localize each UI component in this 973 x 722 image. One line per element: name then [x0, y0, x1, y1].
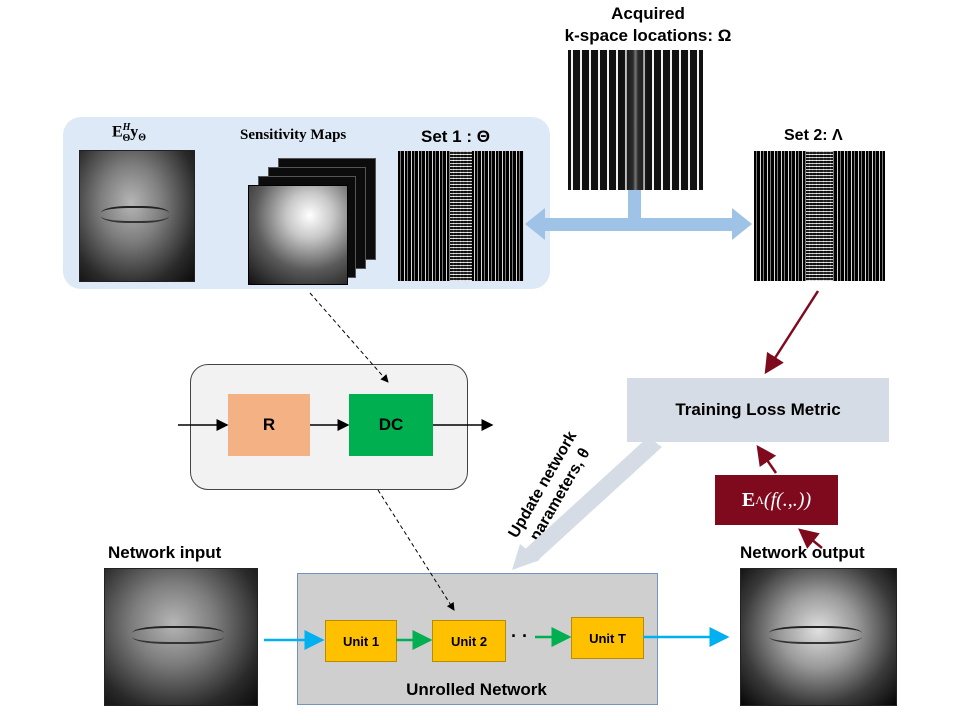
set1-center-band: [450, 151, 472, 281]
acquired-title-line1: Acquired: [611, 4, 685, 23]
kspace-center-band: [623, 50, 648, 190]
unrolled-network-label: Unrolled Network: [406, 680, 547, 699]
acquired-title-line2: k-space locations: Ω: [564, 26, 732, 45]
network-output-label: Network output: [740, 543, 865, 562]
sensitivity-maps-label: Sensitivity Maps: [240, 127, 347, 143]
network-input-label: Network input: [108, 543, 222, 562]
eloss-to-loss-arrow: [756, 444, 778, 474]
unit-1: Unit 1: [325, 620, 397, 662]
eh-y-label: EHΘyΘ: [112, 122, 147, 144]
network-output-image: [740, 568, 897, 706]
output-to-eloss-arrow: [798, 528, 823, 549]
update-parameters-arrow: [512, 437, 662, 570]
training-loss-box: Training Loss Metric: [627, 378, 889, 442]
dashed-arrow-to-dc: [309, 292, 389, 383]
kspace-split-arrow: [525, 190, 752, 240]
dashed-arrow-to-unit2: [377, 489, 455, 611]
set2-label: Set 2: Λ: [784, 127, 843, 144]
e-lambda-box: E Λ (f(.,.)): [715, 475, 838, 525]
r-block: R: [228, 394, 310, 456]
unit-t: Unit T: [571, 617, 644, 659]
network-input-image: [104, 568, 258, 706]
unit-2: Unit 2: [432, 620, 506, 662]
eh-y-image: [79, 150, 195, 282]
acquired-kspace-image: [568, 50, 703, 190]
unit-ellipsis: · ·: [511, 626, 528, 646]
set1-label: Set 1 : Θ: [421, 127, 490, 146]
set2-to-loss-arrow: [764, 290, 820, 375]
dc-block: DC: [349, 394, 433, 456]
set2-image: [754, 151, 885, 281]
set1-image: [398, 151, 524, 281]
sensitivity-map-front: [248, 185, 348, 285]
set2-center-band: [806, 151, 833, 281]
